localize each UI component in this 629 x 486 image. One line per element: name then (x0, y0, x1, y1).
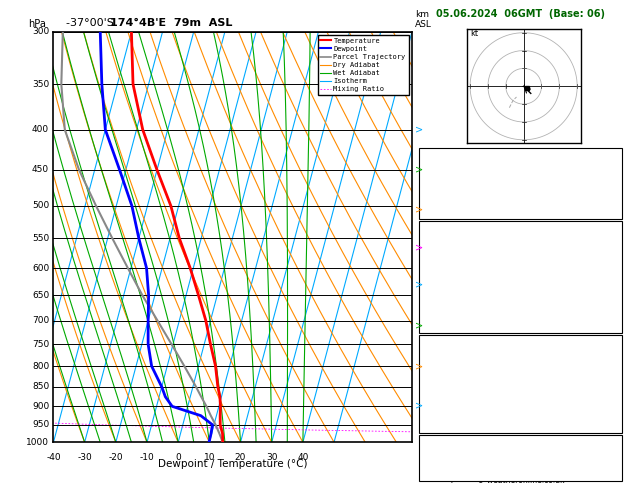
Text: 350: 350 (32, 80, 49, 88)
Text: 307: 307 (597, 275, 613, 284)
Text: 6: 6 (608, 449, 613, 458)
Text: 700: 700 (32, 316, 49, 325)
Text: Dewpoint / Temperature (°C): Dewpoint / Temperature (°C) (158, 459, 308, 469)
Text: 650: 650 (32, 291, 49, 300)
Text: 1000: 1000 (26, 438, 49, 447)
Text: CIN (J): CIN (J) (428, 421, 455, 431)
Text: 0: 0 (608, 322, 613, 331)
Legend: Temperature, Dewpoint, Parcel Trajectory, Dry Adiabat, Wet Adiabat, Isotherm, Mi: Temperature, Dewpoint, Parcel Trajectory… (318, 35, 408, 95)
Text: LCL: LCL (416, 420, 431, 429)
Text: >: > (415, 361, 423, 371)
Text: kt: kt (470, 29, 478, 38)
Text: 12: 12 (602, 306, 613, 315)
Text: 20: 20 (235, 452, 246, 462)
Text: >: > (415, 400, 423, 411)
Text: Temp (°C): Temp (°C) (428, 243, 470, 252)
Text: StmSpd (kt): StmSpd (kt) (428, 473, 479, 483)
Text: PW (cm): PW (cm) (428, 201, 464, 210)
Text: Lifted Index: Lifted Index (428, 389, 479, 399)
Text: Surface: Surface (504, 230, 537, 239)
Text: Totals Totals: Totals Totals (428, 180, 479, 189)
Text: 307: 307 (597, 373, 613, 382)
Text: Mixing Ratio (g/kg): Mixing Ratio (g/kg) (431, 197, 440, 277)
Text: 800: 800 (32, 362, 49, 371)
Text: Dewp (°C): Dewp (°C) (428, 259, 472, 268)
Text: -37°00'S: -37°00'S (66, 17, 118, 28)
Text: 850: 850 (32, 382, 49, 391)
Bar (420, 435, 621, 481)
Text: >: > (415, 165, 423, 175)
Bar (420, 148, 621, 219)
Text: 174°4B'E  79m  ASL: 174°4B'E 79m ASL (110, 17, 233, 28)
Text: 30: 30 (266, 452, 277, 462)
Text: 8: 8 (608, 290, 613, 299)
Text: 5: 5 (416, 243, 422, 252)
Text: 950: 950 (32, 420, 49, 429)
Text: 4: 4 (416, 280, 422, 289)
Text: 300: 300 (32, 27, 49, 36)
Text: 13: 13 (602, 457, 613, 466)
Text: >: > (415, 320, 423, 330)
Text: >: > (415, 243, 423, 253)
Text: -30: -30 (77, 452, 92, 462)
Text: 1014: 1014 (591, 357, 613, 366)
Text: K: K (428, 158, 433, 168)
Text: 400: 400 (32, 125, 49, 134)
Text: 14.3: 14.3 (594, 243, 613, 252)
Text: 600: 600 (32, 263, 49, 273)
Text: 900: 900 (32, 402, 49, 411)
Text: km
ASL: km ASL (415, 10, 432, 29)
Text: 05.06.2024  06GMT  (Base: 06): 05.06.2024 06GMT (Base: 06) (436, 9, 605, 19)
Text: 500: 500 (32, 201, 49, 210)
Text: Hodograph: Hodograph (497, 442, 544, 451)
Text: hPa: hPa (28, 19, 46, 29)
Text: 8: 8 (608, 389, 613, 399)
Text: -40: -40 (46, 452, 61, 462)
Text: 10: 10 (204, 452, 215, 462)
Text: CIN (J): CIN (J) (428, 322, 455, 331)
Text: 12: 12 (602, 405, 613, 415)
Text: 3: 3 (416, 321, 422, 330)
Text: Pressure (mb): Pressure (mb) (428, 357, 487, 366)
Text: 0: 0 (608, 421, 613, 431)
Text: 12: 12 (602, 473, 613, 483)
Text: 1.27: 1.27 (594, 201, 613, 210)
Text: θₑ(K): θₑ(K) (428, 275, 448, 284)
Text: 32: 32 (602, 180, 613, 189)
Text: CAPE (J): CAPE (J) (428, 306, 462, 315)
Text: 1: 1 (416, 401, 422, 410)
Text: 2: 2 (416, 362, 422, 371)
Text: >: > (415, 279, 423, 290)
Text: 40: 40 (297, 452, 309, 462)
Text: Most Unstable: Most Unstable (490, 344, 551, 353)
Bar (420, 221, 621, 333)
Text: 8: 8 (416, 125, 422, 134)
Text: EH: EH (428, 449, 440, 458)
Text: 7: 7 (416, 165, 422, 174)
Text: 6: 6 (416, 205, 422, 214)
Text: CAPE (J): CAPE (J) (428, 405, 462, 415)
Text: StmDir: StmDir (428, 466, 457, 474)
Text: Lifted Index: Lifted Index (428, 290, 479, 299)
Text: -5: -5 (604, 158, 613, 168)
Text: 750: 750 (32, 340, 49, 348)
Text: SREH: SREH (428, 457, 451, 466)
Text: © weatheronline.co.uk: © weatheronline.co.uk (477, 476, 564, 485)
Text: -10: -10 (140, 452, 154, 462)
Text: 89°: 89° (598, 466, 613, 474)
Text: 0: 0 (175, 452, 181, 462)
Bar (420, 335, 621, 433)
Text: -20: -20 (109, 452, 123, 462)
Text: 450: 450 (32, 165, 49, 174)
Text: θₑ (K): θₑ (K) (428, 373, 452, 382)
Text: 9.9: 9.9 (600, 259, 613, 268)
Text: >: > (415, 204, 423, 214)
Text: 550: 550 (32, 234, 49, 243)
Text: >: > (415, 125, 423, 135)
